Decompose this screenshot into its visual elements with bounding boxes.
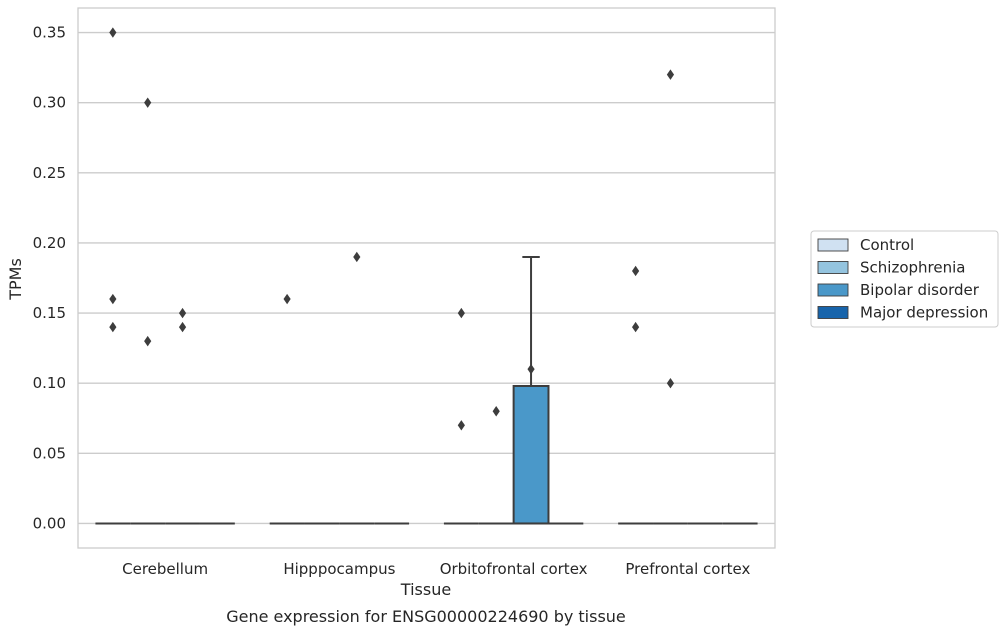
box-body — [512, 385, 550, 525]
y-tick-label: 0.30 — [33, 94, 66, 112]
y-tick-label: 0.20 — [33, 234, 66, 252]
legend-label: Major depression — [860, 304, 988, 322]
legend-frame — [810, 230, 999, 328]
y-axis-title: TPMs — [6, 258, 25, 301]
x-tick-label: Prefrontal cortex — [625, 560, 750, 578]
y-tick-label: 0.35 — [33, 24, 66, 42]
y-tick-label: 0.00 — [33, 514, 66, 532]
y-tick-labels: 0.00 0.05 0.10 0.15 0.20 0.25 0.30 0.35 — [33, 24, 66, 533]
x-tick-label: Hipppocampus — [283, 560, 395, 578]
y-tick-label: 0.05 — [33, 444, 66, 462]
legend: Control Schizophrenia Bipolar disorder Majo… — [810, 230, 999, 328]
legend-label: Control — [860, 236, 914, 254]
y-tick-label: 0.10 — [33, 374, 66, 392]
legend-label: Bipolar disorder — [860, 281, 980, 299]
outlier-point — [492, 406, 500, 417]
outlier-point — [632, 265, 640, 277]
outlier-point — [144, 335, 152, 347]
x-tick-label: Orbitofrontal cortex — [440, 560, 588, 578]
gridlines — [78, 31, 775, 525]
x-axis-title: Tissue — [400, 580, 451, 599]
outlier-point — [353, 251, 361, 263]
x-tick-labels: Cerebellum Hipppocampus Orbitofrontal cort… — [122, 560, 750, 578]
plot-frame — [77, 7, 776, 549]
outlier-point — [283, 293, 291, 305]
outlier-point — [632, 321, 640, 333]
legend-swatch — [817, 283, 849, 297]
outlier-point — [457, 420, 465, 431]
outlier-point — [666, 69, 675, 80]
y-tick-label: 0.25 — [33, 164, 66, 182]
legend-swatch — [817, 306, 849, 319]
plot-area: 0.00 0.05 0.10 0.15 0.20 0.25 0.30 0.35 Cerebel… — [33, 7, 776, 578]
y-tick-label: 0.15 — [33, 304, 66, 322]
chart-title: Gene expression for ENSG00000224690 by t… — [226, 607, 626, 626]
legend-swatch — [817, 238, 849, 252]
outliers — [109, 27, 675, 431]
outlier-point — [109, 321, 117, 333]
outlier-point — [109, 293, 117, 305]
legend-swatch — [817, 261, 849, 274]
outlier-point — [178, 321, 187, 333]
x-tick-label: Cerebellum — [122, 560, 208, 578]
legend-label: Schizophrenia — [860, 259, 965, 277]
boxes — [95, 255, 758, 525]
outlier-point — [666, 377, 675, 389]
outlier-point — [178, 307, 187, 319]
legend-entries: Control Schizophrenia Bipolar disorder Majo… — [817, 236, 988, 322]
outlier-point — [457, 307, 465, 319]
outlier-point — [109, 27, 117, 38]
outlier-point — [527, 363, 535, 375]
outlier-point — [144, 97, 152, 108]
